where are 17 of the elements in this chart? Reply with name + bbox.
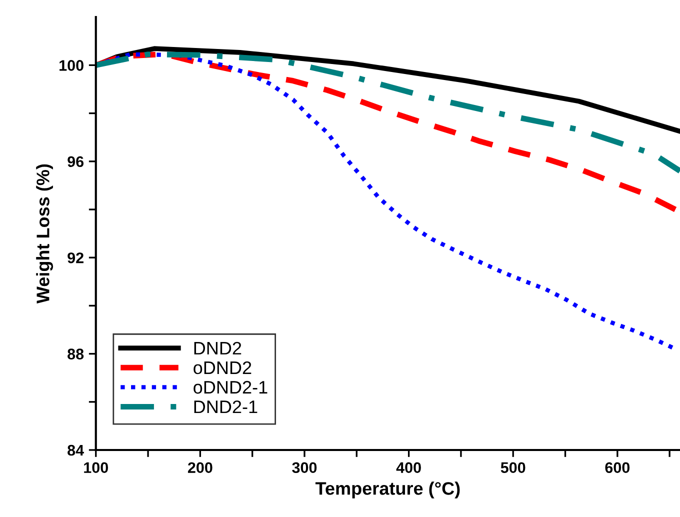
x-tick-label: 400 (396, 462, 421, 474)
x-tick-label: 500 (500, 462, 526, 474)
y-tick-label: 100 (60, 60, 84, 71)
y-tick-label: 96 (68, 156, 84, 168)
legend-label: DND2-1 (194, 400, 258, 414)
x-tick-label: 200 (188, 462, 212, 474)
legend-label: oDND2-1 (194, 380, 268, 394)
y-axis-title: Weight Loss (%) (36, 164, 54, 304)
y-tick-label: 84 (68, 444, 84, 456)
x-tick-label: 100 (84, 462, 108, 474)
y-tick-label: 92 (68, 252, 84, 264)
x-tick-label: 300 (292, 462, 317, 474)
legend-label: oDND2 (194, 361, 252, 374)
y-tick-label: 88 (68, 348, 84, 360)
legend-label: DND2 (194, 342, 242, 354)
x-axis-title: Temperature (°C) (315, 482, 460, 498)
x-tick-label: 600 (605, 462, 630, 474)
